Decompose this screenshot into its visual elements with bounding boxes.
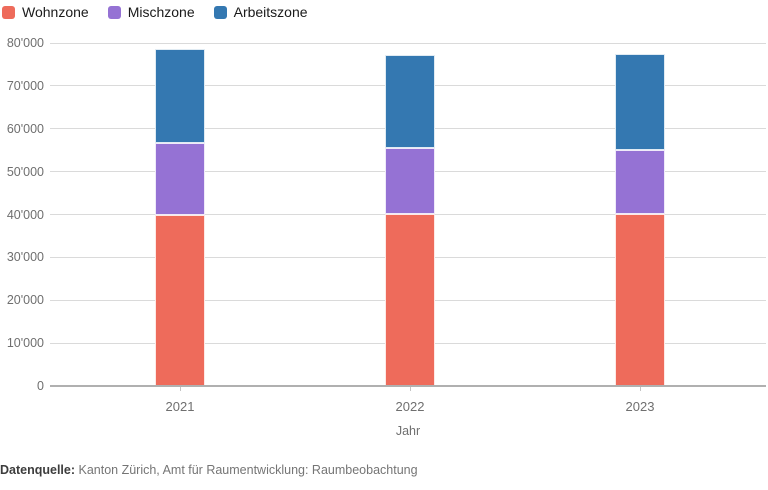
legend-item-arbeitszone[interactable]: Arbeitszone bbox=[213, 4, 308, 20]
x-axis-tick bbox=[180, 386, 181, 391]
y-axis-tick-label: 60'000 bbox=[6, 121, 44, 136]
legend-label: Wohnzone bbox=[22, 4, 89, 20]
x-axis-tick bbox=[410, 386, 411, 391]
stacked-bar-2021 bbox=[155, 49, 205, 386]
x-axis-baseline bbox=[50, 385, 766, 387]
legend-label: Arbeitszone bbox=[233, 4, 308, 20]
source-note: Datenquelle: Kanton Zürich, Amt für Raum… bbox=[0, 463, 418, 477]
y-axis-tick-label: 0 bbox=[37, 379, 44, 393]
stacked-bar-2023 bbox=[615, 54, 665, 386]
x-axis-tick bbox=[640, 386, 641, 391]
legend-item-wohnzone[interactable]: Wohnzone bbox=[2, 5, 89, 19]
legend-swatch-icon bbox=[107, 5, 121, 19]
source-note-label: Datenquelle: bbox=[0, 463, 76, 477]
x-axis-tick-label: 2023 bbox=[625, 399, 655, 414]
y-axis-tick-label: 70'000 bbox=[6, 78, 44, 93]
bar-segment-arbeitszone-2021[interactable] bbox=[155, 49, 205, 143]
gridline-y bbox=[50, 42, 766, 44]
bar-segment-wohnzone-2023[interactable] bbox=[615, 214, 665, 386]
y-axis-tick-label: 80'000 bbox=[6, 36, 44, 50]
y-axis-tick-label: 10'000 bbox=[6, 336, 44, 351]
bar-segment-arbeitszone-2023[interactable] bbox=[615, 54, 665, 151]
bar-segment-mischzone-2023[interactable] bbox=[615, 150, 665, 215]
bar-segment-arbeitszone-2022[interactable] bbox=[385, 54, 435, 149]
legend-swatch-icon bbox=[2, 5, 15, 19]
bar-segment-mischzone-2022[interactable] bbox=[385, 148, 435, 215]
y-axis-tick-label: 30'000 bbox=[6, 250, 44, 265]
bar-segment-wohnzone-2021[interactable] bbox=[155, 214, 205, 386]
source-note-text: Kanton Zürich, Amt für Raumentwicklung: … bbox=[75, 463, 418, 477]
bar-segment-wohnzone-2022[interactable] bbox=[385, 214, 435, 386]
stacked-bar-2022 bbox=[385, 54, 435, 386]
chart-legend: Wohnzone Mischzone Arbeitszone bbox=[2, 5, 308, 19]
x-axis-tick-label: 2022 bbox=[395, 399, 425, 414]
x-axis-tick-label: 2021 bbox=[165, 399, 195, 414]
legend-label: Mischzone bbox=[127, 4, 195, 20]
legend-swatch-icon bbox=[213, 5, 227, 19]
y-axis-tick-label: 20'000 bbox=[6, 293, 44, 308]
y-axis-tick-label: 50'000 bbox=[6, 164, 44, 179]
y-axis-tick-label: 40'000 bbox=[6, 207, 44, 222]
x-axis-title: Jahr bbox=[395, 424, 421, 438]
bar-segment-mischzone-2021[interactable] bbox=[155, 142, 205, 215]
legend-item-mischzone[interactable]: Mischzone bbox=[107, 4, 195, 20]
